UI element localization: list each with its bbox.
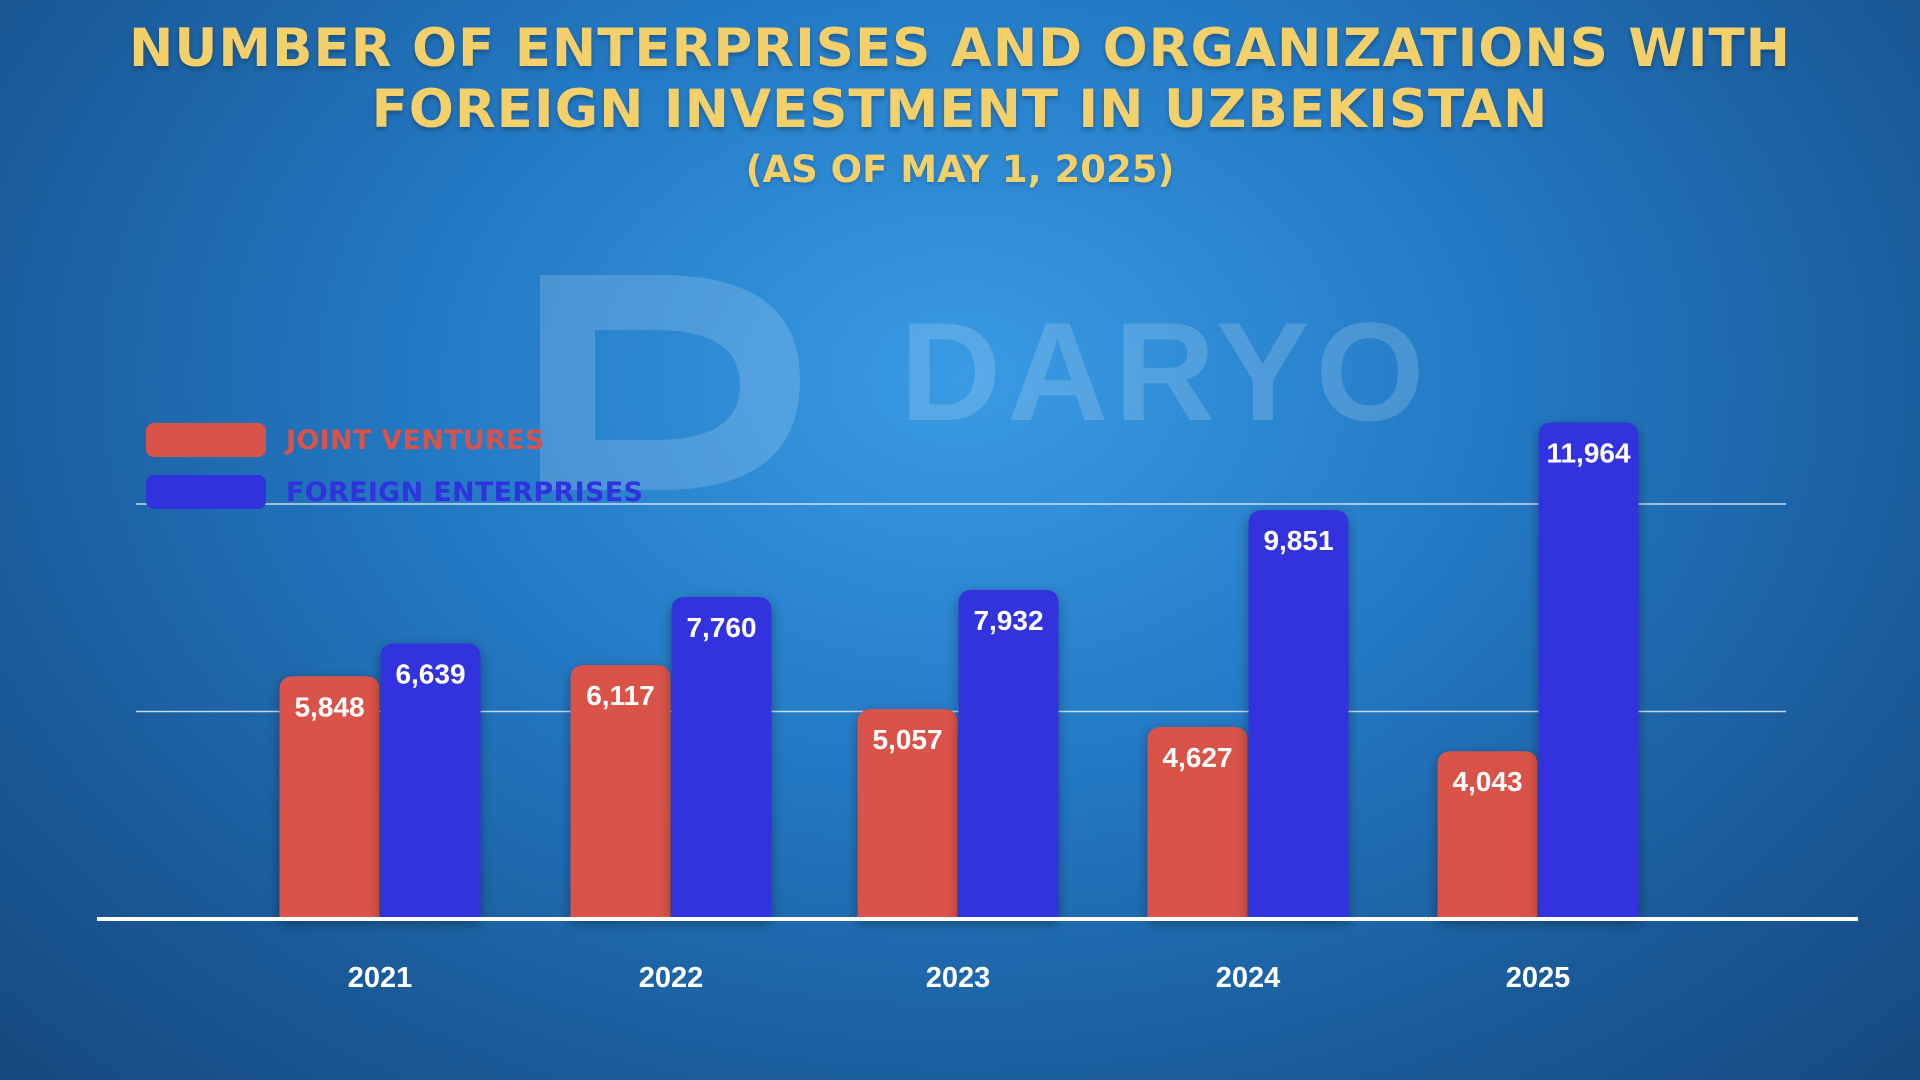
bar-foreign-enterprises-2021	[380, 643, 481, 919]
x-tick-label-2023: 2023	[926, 962, 991, 994]
x-tick-label-2024: 2024	[1216, 962, 1281, 994]
watermark-text: DARYO	[900, 293, 1430, 450]
legend-swatch-foreign-enterprises	[146, 475, 266, 509]
x-tick-label-2022: 2022	[639, 962, 704, 994]
chart-title-line-2: FOREIGN INVESTMENT IN UZBEKISTAN	[371, 79, 1549, 140]
bar-joint-ventures-2023	[857, 709, 958, 919]
data-label-joint-ventures-2021: 5,848	[294, 691, 364, 722]
bar-foreign-enterprises-2024	[1248, 510, 1349, 919]
data-label-joint-ventures-2024: 4,627	[1162, 742, 1232, 773]
x-axis-labels: 2021 2022 2023 2024 2025	[348, 962, 1571, 994]
legend-label-foreign-enterprises: FOREIGN ENTERPRISES	[286, 476, 644, 508]
data-label-foreign-enterprises-2022: 7,760	[686, 612, 756, 643]
watermark-logo: DARYO	[540, 275, 1430, 490]
x-tick-label-2025: 2025	[1506, 962, 1571, 994]
data-label-foreign-enterprises-2024: 9,851	[1263, 525, 1333, 556]
data-label-joint-ventures-2022: 6,117	[586, 680, 655, 711]
data-label-foreign-enterprises-2025: 11,964	[1546, 437, 1631, 468]
bars: 5,848 6,639 6,117 7,760 5,057 7,932 4,627 9,851…	[279, 422, 1639, 919]
data-label-joint-ventures-2023: 5,057	[872, 724, 942, 755]
bar-foreign-enterprises-2022	[671, 596, 772, 919]
legend-item-joint-ventures: JOINT VENTURES	[146, 422, 545, 458]
bar-foreign-enterprises-2025	[1538, 422, 1639, 919]
data-label-foreign-enterprises-2023: 7,932	[973, 605, 1043, 636]
bar-joint-ventures-2025	[1437, 751, 1538, 919]
bar-joint-ventures-2022	[570, 665, 671, 919]
bar-joint-ventures-2024	[1147, 726, 1248, 919]
data-label-foreign-enterprises-2021: 6,639	[395, 658, 465, 689]
bar-joint-ventures-2021	[279, 676, 380, 919]
data-label-joint-ventures-2025: 4,043	[1452, 766, 1522, 797]
legend-label-joint-ventures: JOINT VENTURES	[286, 424, 545, 456]
chart-title-line-1: NUMBER OF ENTERPRISES AND ORGANIZATIONS …	[128, 18, 1792, 79]
bar-foreign-enterprises-2023	[958, 589, 1059, 919]
title-block: NUMBER OF ENTERPRISES AND ORGANIZATIONS …	[0, 18, 1920, 191]
chart-subtitle: (AS OF MAY 1, 2025)	[745, 148, 1175, 191]
legend-item-foreign-enterprises: FOREIGN ENTERPRISES	[146, 474, 643, 510]
x-tick-label-2021: 2021	[348, 962, 413, 994]
legend-swatch-joint-ventures	[146, 423, 266, 457]
